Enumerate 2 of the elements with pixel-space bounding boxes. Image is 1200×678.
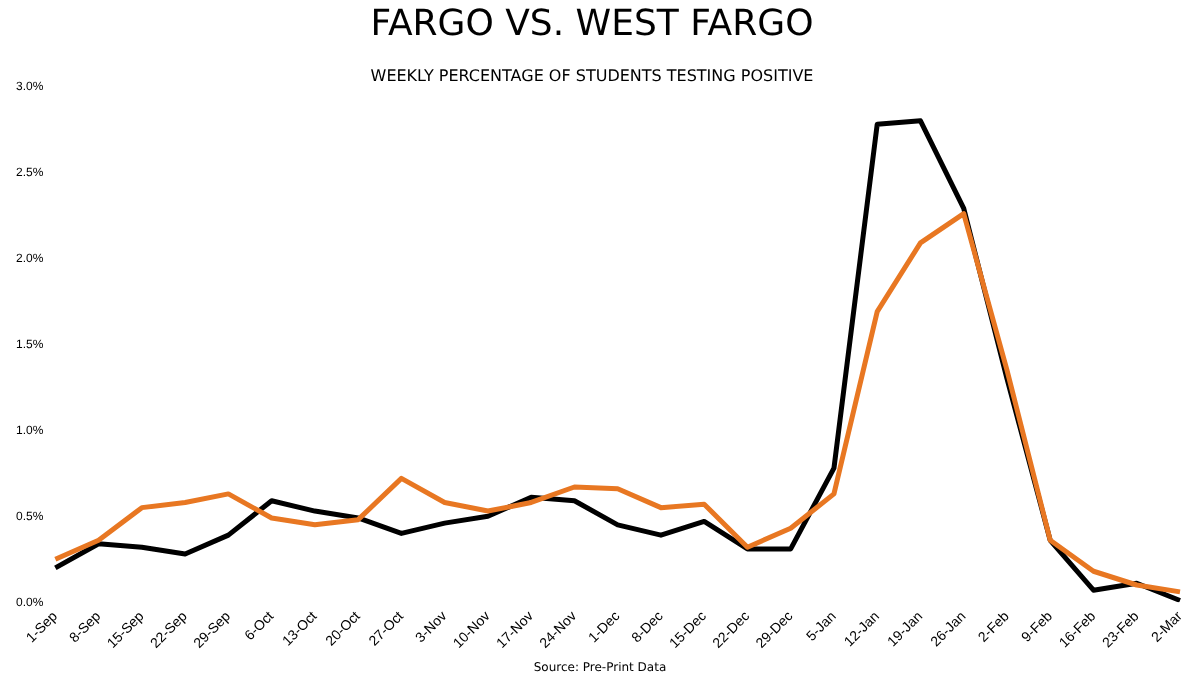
chart-title: FARGO VS. WEST FARGO	[370, 2, 814, 45]
chart-subtitle: WEEKLY PERCENTAGE OF STUDENTS TESTING POSITIVE	[370, 66, 814, 85]
